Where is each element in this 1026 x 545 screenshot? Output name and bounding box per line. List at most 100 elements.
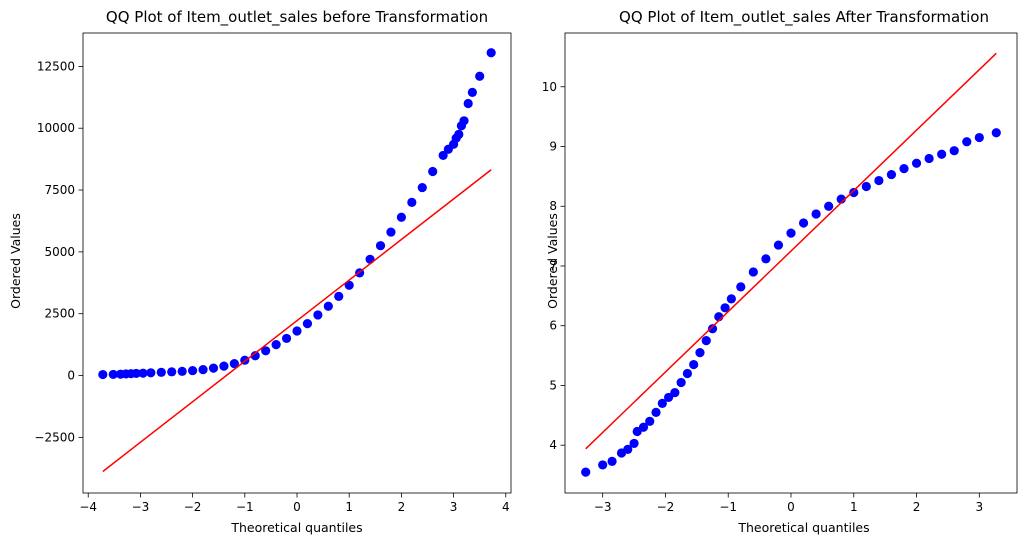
data-point: [250, 351, 260, 361]
data-point: [695, 348, 705, 358]
data-point: [651, 407, 661, 417]
axes-frame: [564, 32, 1018, 494]
data-point: [167, 367, 177, 377]
data-point: [811, 209, 821, 219]
data-point: [676, 377, 686, 388]
data-point: [486, 48, 496, 58]
chart-title: QQ Plot of Item_outlet_sales After Trans…: [619, 8, 989, 27]
data-point: [623, 444, 633, 454]
y-axis-label: Ordered Values: [545, 213, 560, 309]
data-point: [773, 240, 784, 250]
chart-after-transformation: QQ Plot of Item_outlet_sales After Trans…: [542, 8, 1018, 535]
data-point: [198, 364, 208, 375]
y-tick-label: 8: [549, 199, 557, 213]
x-tick-label: 0: [787, 500, 795, 514]
data-point: [438, 150, 448, 161]
x-axis-label: Theoretical quantiles: [737, 520, 869, 535]
data-point: [365, 254, 375, 264]
data-point: [475, 71, 485, 81]
data-point: [581, 467, 591, 477]
data-point: [467, 87, 477, 97]
data-point: [899, 164, 909, 174]
x-tick-label: 1: [345, 500, 353, 514]
data-point: [261, 346, 271, 356]
data-point: [454, 129, 464, 139]
y-tick-label: 9: [549, 140, 557, 154]
data-point: [629, 438, 639, 449]
fit-line: [102, 169, 492, 473]
y-axis-label: Ordered Values: [8, 213, 23, 309]
y-tick-label: 2500: [44, 307, 75, 321]
x-tick-label: 2: [913, 500, 921, 514]
y-tick-label: 10000: [37, 121, 75, 135]
data-point: [131, 368, 141, 379]
data-point: [786, 228, 796, 238]
data-point: [375, 241, 386, 251]
y-tick-label: 7: [549, 259, 557, 273]
data-point: [824, 201, 834, 211]
data-point: [701, 336, 711, 346]
data-point: [607, 456, 617, 466]
data-point: [292, 326, 302, 336]
data-point: [874, 175, 884, 186]
data-point: [219, 361, 229, 371]
axes-frame: [82, 32, 512, 494]
x-tick-label: 3: [976, 500, 984, 514]
y-tick-label: 12500: [37, 59, 75, 73]
data-point: [281, 333, 292, 344]
x-tick-label: −2: [657, 500, 675, 514]
data-point: [689, 359, 699, 370]
data-point: [417, 182, 427, 193]
data-point: [313, 310, 323, 320]
y-tick-label: −2500: [34, 430, 75, 444]
y-tick-label: 6: [549, 319, 557, 333]
x-tick-label: 0: [293, 500, 301, 514]
data-point: [177, 366, 187, 376]
data-point: [334, 291, 344, 301]
y-tick-label: 0: [67, 369, 75, 383]
chart-title: QQ Plot of Item_outlet_sales before Tran…: [106, 8, 488, 27]
data-point: [886, 169, 897, 180]
x-tick-label: 3: [450, 500, 458, 514]
data-point: [463, 98, 473, 109]
data-point: [657, 398, 667, 408]
data-point: [761, 254, 771, 264]
data-point: [707, 324, 718, 334]
data-point: [924, 153, 934, 164]
data-point: [736, 282, 746, 292]
data-point: [459, 116, 469, 126]
y-tick-label: 4: [549, 438, 557, 452]
data-point: [962, 137, 972, 147]
data-point: [798, 218, 809, 228]
data-point: [861, 181, 871, 192]
x-tick-label: −1: [719, 500, 737, 514]
y-tick-label: 5000: [44, 245, 75, 259]
data-point: [208, 363, 219, 373]
data-point: [386, 227, 396, 237]
x-axis-label: Theoretical quantiles: [230, 520, 362, 535]
y-tick-label: 7500: [44, 183, 75, 197]
data-point: [911, 158, 922, 168]
x-tick-label: −2: [184, 500, 202, 514]
data-point: [598, 460, 608, 470]
plot-area: −3 −2 −1 0 1 2 3 4 5 6 7 8 9 10: [542, 32, 1018, 514]
data-point: [726, 294, 736, 304]
data-point: [156, 367, 166, 377]
data-point: [302, 318, 313, 329]
x-tick-label: −1: [236, 500, 254, 514]
data-point: [670, 388, 680, 398]
data-point: [108, 369, 118, 380]
data-point: [682, 368, 693, 379]
data-point: [98, 369, 108, 380]
data-point: [323, 301, 333, 311]
data-point: [638, 422, 649, 432]
x-tick-label: 1: [850, 500, 858, 514]
data-point: [937, 149, 947, 159]
data-point: [748, 267, 758, 277]
x-tick-label: 4: [502, 500, 510, 514]
data-point: [344, 280, 354, 290]
chart-before-transformation: QQ Plot of Item_outlet_sales before Tran…: [8, 8, 512, 535]
data-point: [271, 340, 281, 350]
data-point: [229, 359, 239, 369]
